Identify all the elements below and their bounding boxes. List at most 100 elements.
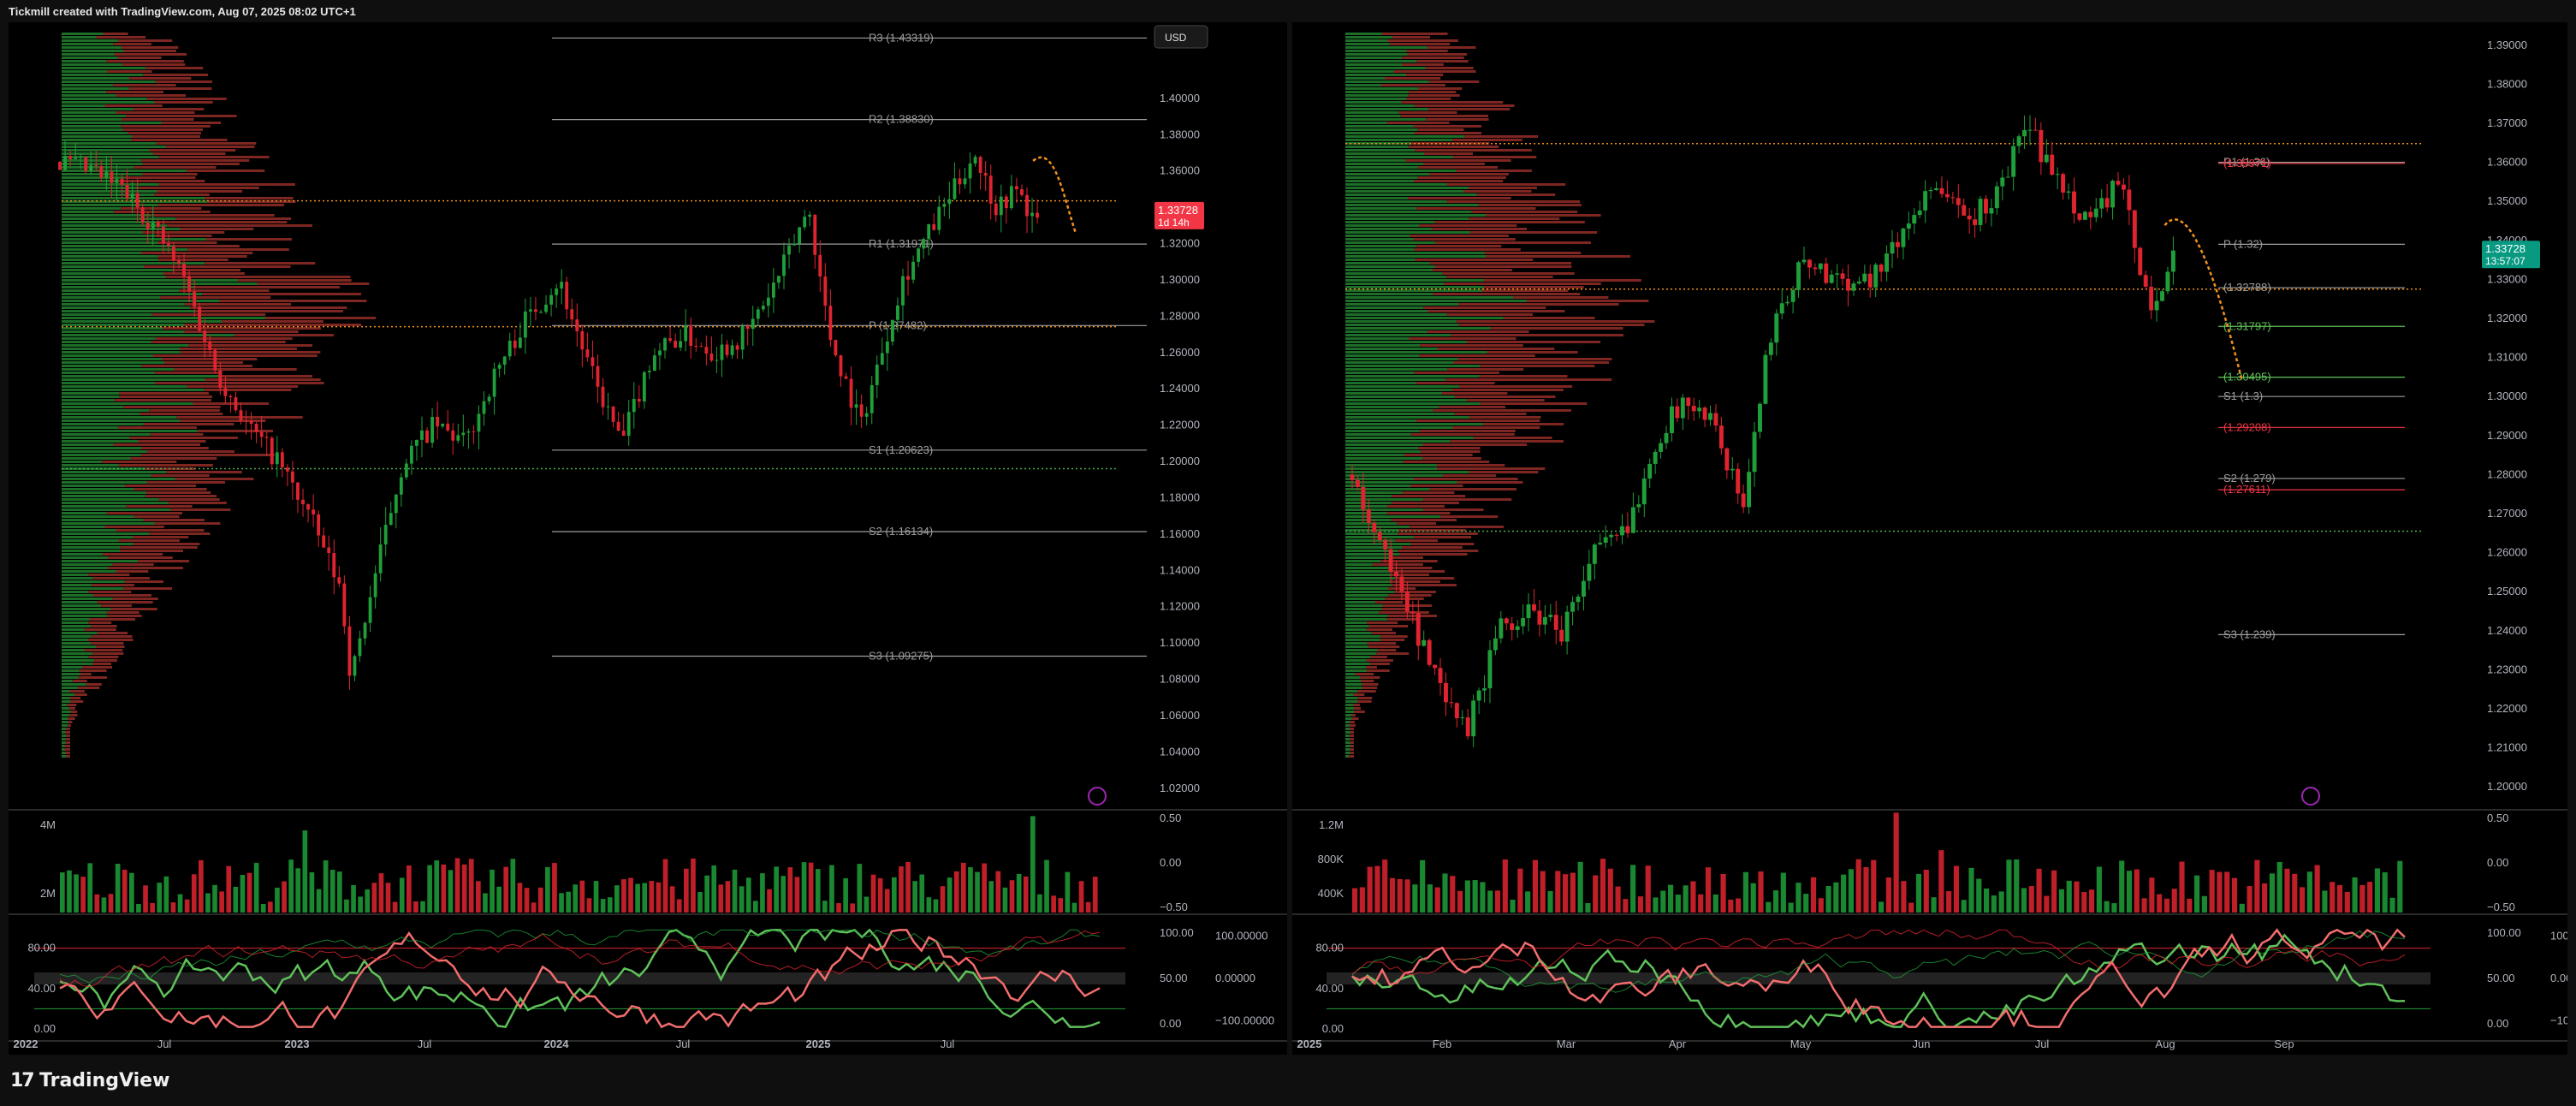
volume-profile-bar-down: [142, 231, 225, 234]
volume-profile-bar-down: [139, 413, 223, 415]
volume-bar: [94, 894, 100, 913]
volume-profile-bar-down: [155, 382, 324, 384]
volume-bar: [829, 865, 834, 913]
chart-left[interactable]: 1.400001.380001.360001.340001.320001.300…: [9, 22, 1287, 1055]
candle-body: [275, 452, 279, 465]
volume-profile-bar-up: [1345, 567, 1389, 569]
volume-bar: [2104, 901, 2110, 913]
volume-profile-bar-down: [1349, 721, 1355, 723]
volume-profile-bar-up: [1345, 245, 1416, 247]
volume-profile-bar-up: [1345, 241, 1435, 244]
candle-body: [963, 178, 967, 185]
volume-profile-bar-down: [72, 680, 87, 682]
volume-profile-bar-up: [62, 324, 185, 326]
candle-body: [1487, 650, 1493, 689]
volume-profile-bar-down: [1416, 245, 1502, 247]
volume-profile-bar-down: [1394, 591, 1436, 593]
candle-body: [555, 288, 559, 295]
volume-profile-bar-down: [164, 361, 243, 364]
volume-profile-bar-down: [1350, 741, 1354, 744]
volume-bar: [684, 868, 689, 913]
volume-bar: [697, 892, 703, 913]
candle-body: [1967, 215, 1972, 220]
oscillator-left-label: 40.00: [27, 982, 56, 995]
candle-body: [1366, 509, 1371, 523]
volume-profile-bar-down: [184, 330, 299, 333]
candle-body: [1444, 682, 1448, 703]
volume-profile-bar-up: [1345, 146, 1409, 148]
volume-profile-bar-down: [124, 580, 164, 583]
volume-profile-bar-up: [1345, 200, 1447, 203]
volume-bar: [753, 901, 758, 913]
volume-bar: [593, 881, 599, 913]
volume-profile-bar-down: [1458, 303, 1619, 306]
candle-body: [580, 330, 585, 350]
volume-profile-bar-down: [107, 70, 152, 73]
volume-bar: [892, 877, 897, 913]
volume-profile-bar-down: [1414, 478, 1518, 480]
volume-profile-bar-down: [128, 87, 212, 90]
volume-profile-bar-down: [1458, 324, 1645, 326]
candle-body: [823, 276, 828, 306]
volume-profile-bar-up: [62, 402, 193, 405]
volume-profile-bar-down: [1402, 63, 1444, 66]
volume-profile-bar-up: [62, 741, 66, 744]
volume-profile-bar-down: [1490, 327, 1623, 330]
volume-profile-bar-down: [1429, 488, 1517, 491]
candle-body: [1587, 563, 1592, 581]
volume-profile-bar-down: [65, 738, 70, 740]
volume-profile-bar-up: [1345, 471, 1469, 473]
volume-profile-bar-up: [62, 663, 93, 665]
price-axis-label: 1.10000: [1160, 636, 1200, 649]
volume-profile-bar-down: [1437, 467, 1546, 470]
time-axis-label: Jul: [2035, 1038, 2050, 1050]
volume-profile-bar-down: [1413, 125, 1481, 128]
volume-bar: [711, 865, 717, 913]
candle-body: [1973, 219, 1978, 225]
volume-profile-bar-up: [62, 529, 116, 532]
volume-profile-bar-up: [1345, 508, 1423, 511]
candle-body: [229, 395, 233, 398]
tradingview-logo-text[interactable]: TradingView: [39, 1070, 170, 1091]
volume-profile-bar-down: [132, 135, 200, 138]
volume-profile-bar-up: [1345, 755, 1350, 758]
candle-body: [2044, 154, 2049, 163]
volume-bar: [371, 883, 377, 913]
volume-bar: [975, 871, 980, 913]
volume-profile-bar-down: [1370, 663, 1390, 665]
candle-body: [1741, 493, 1746, 508]
volume-profile-bar-down: [1368, 625, 1409, 627]
volume-profile-bar-down: [1457, 481, 1523, 484]
volume-profile-bar-down: [1394, 577, 1455, 580]
volume-profile-bar-down: [116, 570, 149, 573]
volume-bar: [1855, 859, 1861, 913]
volume-profile-bar-down: [122, 118, 194, 121]
oscillator-line: [59, 930, 1101, 988]
volume-profile-bar-up: [1345, 279, 1484, 282]
candle-body: [1630, 507, 1635, 533]
volume-profile-bar-down: [1437, 348, 1555, 350]
volume-profile-bar-up: [62, 502, 169, 504]
volume-profile-bar-down: [118, 539, 180, 542]
volume-profile-bar-up: [1345, 604, 1383, 607]
volume-profile-bar-up: [62, 238, 206, 241]
volume-profile-bar-up: [1345, 156, 1454, 158]
pivot-label: S1 (1.3): [2223, 389, 2263, 402]
volume-profile-bar-down: [1350, 738, 1354, 740]
volume-profile-bar-up: [62, 183, 159, 186]
volume-profile-bar-up: [62, 639, 88, 641]
candle-body: [425, 430, 429, 443]
volume-profile-bar-down: [1413, 238, 1516, 241]
volume-profile-bar-up: [1345, 53, 1408, 56]
chart-right[interactable]: 1.390001.380001.370001.360001.350001.340…: [1292, 22, 2567, 1055]
volume-profile-bar-up: [62, 656, 89, 658]
volume-bar: [774, 866, 779, 913]
volume-profile-bar-down: [157, 255, 247, 258]
candle-body: [223, 388, 228, 396]
tradingview-logo-icon[interactable]: 17: [10, 1070, 35, 1091]
volume-profile-bar-down: [1466, 341, 1600, 343]
pivot-label: S2 (1.16134): [869, 525, 933, 538]
price-axis-label: 1.30000: [2487, 389, 2527, 402]
candle-body: [782, 254, 786, 276]
candle-body: [1697, 407, 1702, 412]
